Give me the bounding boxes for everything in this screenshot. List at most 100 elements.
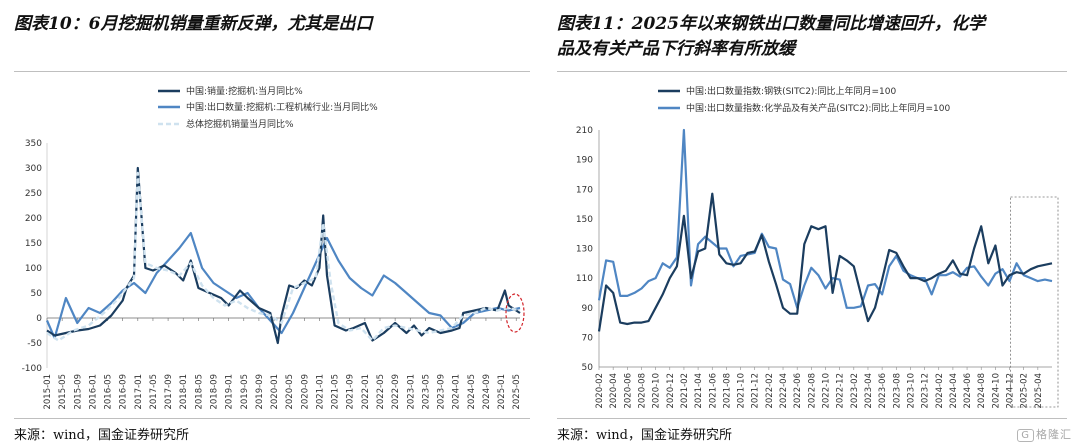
- left-x-tick-label: 2024-09: [482, 374, 492, 410]
- left-x-tick-label: 2018-09: [209, 374, 219, 410]
- right-y-tick-label: 170: [576, 185, 593, 195]
- right-x-tick-label: 2023-10: [906, 373, 916, 409]
- left-x-tick-label: 2025-01: [497, 374, 507, 410]
- left-legend-label-1: 中国:销量:挖掘机:当月同比%: [186, 85, 303, 97]
- left-x-tick-label: 2017-01: [134, 374, 144, 410]
- left-y-tick-label: 300: [25, 164, 42, 174]
- right-x-tick-label: 2024-10: [991, 373, 1001, 409]
- right-x-tick-label: 2024-06: [963, 373, 973, 409]
- left-x-tick-label: 2021-01: [315, 374, 325, 410]
- left-x-tick-label: 2023-01: [406, 374, 416, 410]
- left-x-tick-label: 2018-01: [179, 374, 189, 410]
- right-x-tick-label: 2020-04: [609, 373, 619, 409]
- left-x-tick-label: 2018-05: [194, 374, 204, 410]
- left-x-tick-label: 2016-05: [104, 374, 114, 410]
- left-series-line-1: [46, 166, 521, 345]
- left-x-tick-label: 2020-05: [285, 374, 295, 410]
- left-x-tick-label: 2015-01: [43, 374, 53, 410]
- left-x-tick-label: 2019-05: [240, 374, 250, 410]
- left-y-tick-label: 200: [25, 214, 42, 224]
- left-y-tick-label: 350: [25, 139, 42, 149]
- right-series-line-2: [597, 128, 1053, 309]
- left-series-line-2: [45, 231, 521, 340]
- right-x-tick-label: 2022-04: [779, 373, 789, 409]
- right-x-tick-label: 2021-02: [680, 373, 690, 409]
- right-title-rule: [557, 71, 1067, 72]
- right-x-tick-label: 2021-10: [737, 373, 747, 409]
- right-x-tick-label: 2022-06: [793, 373, 803, 409]
- left-x-tick-label: 2016-09: [119, 374, 129, 410]
- right-x-tick-label: 2021-08: [722, 373, 732, 409]
- right-y-tick-label: 90: [582, 304, 594, 314]
- left-x-tick-label: 2022-05: [376, 374, 386, 410]
- left-x-tick-label: 2023-09: [437, 374, 447, 410]
- right-y-tick-label: 70: [582, 333, 594, 343]
- right-x-tick-label: 2023-02: [850, 373, 860, 409]
- left-y-tick-label: 150: [25, 239, 42, 249]
- left-highlight-ellipse: [505, 293, 525, 333]
- left-legend-label-3: 总体挖掘机销量当月同比%: [186, 118, 294, 130]
- right-source: 来源：wind，国金证券研究所: [557, 428, 732, 443]
- right-x-tick-label: 2021-06: [708, 373, 718, 409]
- right-legend-label-2: 中国:出口数量指数:化学品及有关产品(SITC2):同比上年同月=100: [686, 102, 950, 114]
- left-y-tick-label: 100: [25, 264, 42, 274]
- left-x-tick-label: 2019-09: [255, 374, 265, 410]
- left-y-tick-label: -50: [27, 339, 42, 349]
- left-x-tick-label: 2022-09: [391, 374, 401, 410]
- left-x-tick-label: 2020-01: [270, 374, 280, 410]
- right-x-tick-label: 2023-12: [921, 373, 931, 409]
- left-x-tick-label: 2020-09: [300, 374, 310, 410]
- left-source-rule: [14, 418, 530, 419]
- left-x-tick-label: 2024-05: [467, 374, 477, 410]
- left-source: 来源：wind，国金证券研究所: [14, 428, 189, 443]
- right-x-tick-label: 2023-04: [864, 373, 874, 409]
- left-legend-label-2: 中国:出口数量:挖掘机:工程机械行业:当月同比%: [186, 101, 378, 113]
- right-legend-label-1: 中国:出口数量指数:钢铁(SITC2):同比上年同月=100: [686, 85, 896, 97]
- right-x-tick-label: 2020-12: [666, 373, 676, 409]
- right-x-tick-label: 2024-02: [935, 373, 945, 409]
- right-y-tick-label: 210: [576, 126, 593, 136]
- right-y-tick-label: 110: [576, 274, 593, 284]
- watermark-text: 格隆汇: [1036, 428, 1072, 441]
- right-y-tick-label: 190: [576, 156, 593, 166]
- left-x-tick-label: 2021-09: [346, 374, 356, 410]
- watermark-logo-icon: G: [1017, 429, 1034, 442]
- left-y-tick-label: 250: [25, 189, 42, 199]
- left-x-tick-label: 2019-01: [225, 374, 235, 410]
- left-x-tick-label: 2022-01: [361, 374, 371, 410]
- left-x-tick-label: 2024-01: [452, 374, 462, 410]
- right-x-tick-label: 2022-08: [807, 373, 817, 409]
- left-x-tick-label: 2017-05: [149, 374, 159, 410]
- right-x-tick-label: 2020-06: [623, 373, 633, 409]
- right-x-tick-label: 2022-12: [836, 373, 846, 409]
- right-x-tick-label: 2020-08: [637, 373, 647, 409]
- right-chart-title-line1: 图表11：2025年以来钢铁出口数量同比增速回升，化学: [557, 14, 985, 34]
- right-series-line-1: [597, 192, 1053, 332]
- left-x-tick-label: 2015-05: [58, 374, 68, 410]
- right-x-tick-label: 2025-02: [1020, 373, 1030, 409]
- right-chart-title-line2: 品及有关产品下行斜率有所放缓: [557, 39, 795, 59]
- left-x-tick-label: 2023-05: [421, 374, 431, 410]
- right-x-tick-label: 2022-02: [765, 373, 775, 409]
- right-highlight-box: [1010, 196, 1059, 408]
- right-x-tick-label: 2021-12: [751, 373, 761, 409]
- right-y-tick-label: 50: [582, 363, 594, 373]
- right-x-tick-label: 2024-04: [949, 373, 959, 409]
- watermark: G 格隆汇: [1017, 426, 1072, 442]
- left-x-tick-label: 2025-05: [512, 374, 522, 410]
- right-y-tick-label: 130: [576, 245, 593, 255]
- left-y-tick-label: 0: [36, 314, 42, 324]
- right-x-tick-label: 2024-08: [977, 373, 987, 409]
- right-x-tick-label: 2021-04: [694, 373, 704, 409]
- right-x-tick-label: 2020-10: [652, 373, 662, 409]
- right-y-tick-label: 150: [576, 215, 593, 225]
- left-y-tick-label: -100: [22, 364, 43, 374]
- left-chart-title: 图表10：6月挖掘机销量重新反弹，尤其是出口: [14, 14, 373, 34]
- left-series-line-3: [46, 171, 521, 342]
- left-x-tick-label: 2021-05: [331, 374, 341, 410]
- right-x-tick-label: 2023-08: [892, 373, 902, 409]
- left-x-tick-label: 2015-09: [73, 374, 83, 410]
- right-x-tick-label: 2020-02: [595, 373, 605, 409]
- left-x-tick-label: 2016-01: [88, 374, 98, 410]
